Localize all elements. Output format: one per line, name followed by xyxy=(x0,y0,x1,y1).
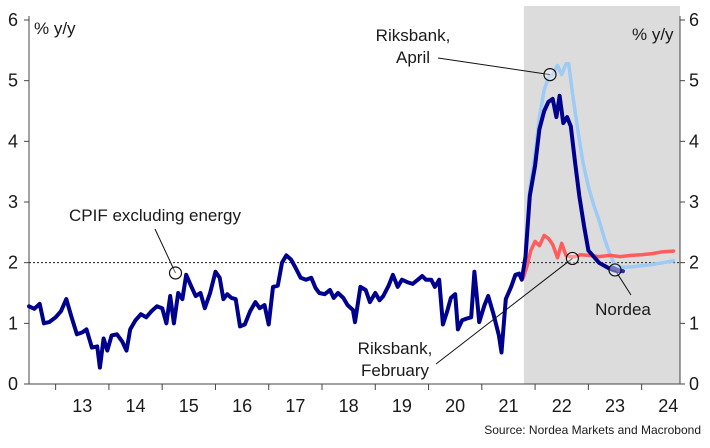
annotation-marker-cpif xyxy=(168,266,183,280)
y-axis-left: 0 1 2 3 4 5 6 xyxy=(8,10,30,394)
y-tick-label-right: 2 xyxy=(689,253,699,273)
y-tick-label-right: 3 xyxy=(689,192,699,212)
annotations: CPIF excluding energy Riksbank, April Riksb… xyxy=(69,26,651,380)
series-line-cpif xyxy=(27,93,623,370)
x-tick-label: 18 xyxy=(339,396,359,416)
y-tick-label-left: 6 xyxy=(8,10,18,30)
annotation-leader-february xyxy=(435,258,573,365)
y-tick-label-right: 1 xyxy=(689,313,699,333)
annotation-label-february: Riksbank, xyxy=(358,339,433,358)
x-tick-label: 15 xyxy=(179,396,199,416)
y-tick-label-right: 0 xyxy=(689,374,699,394)
x-tick-label: 16 xyxy=(232,396,252,416)
x-tick-label: 20 xyxy=(445,396,465,416)
annotation-marker-april xyxy=(543,67,557,82)
y-axis-right: 0 1 2 3 4 5 6 xyxy=(679,10,699,394)
x-tick-label: 14 xyxy=(126,396,146,416)
annotation-leader-nordea xyxy=(614,269,632,296)
annotation-label-april: Riksbank, xyxy=(376,26,451,45)
y-tick-label-left: 3 xyxy=(8,192,18,212)
y-axis-label-right: % y/y xyxy=(632,25,674,44)
annotation-leader-cpif xyxy=(154,228,176,274)
series-group xyxy=(27,61,676,370)
x-tick-label: 23 xyxy=(605,396,625,416)
x-tick-label: 13 xyxy=(72,396,92,416)
annotation-marker-february xyxy=(565,251,579,266)
y-tick-label-left: 4 xyxy=(8,131,18,151)
x-tick-label: 17 xyxy=(285,396,305,416)
forecast-shaded-region xyxy=(523,6,680,384)
y-tick-label-right: 4 xyxy=(689,131,699,151)
y-tick-label-left: 5 xyxy=(8,71,18,91)
annotation-label-april: April xyxy=(396,48,430,67)
series-line-riksbank-february xyxy=(521,233,676,280)
annotation-marker-nordea xyxy=(608,263,622,277)
y-tick-label-left: 1 xyxy=(8,313,18,333)
x-tick-label: 21 xyxy=(498,396,518,416)
series-line-riksbank-april xyxy=(523,61,676,270)
annotation-leader-april xyxy=(437,57,551,76)
source-note: Source: Nordea Markets and Macrobond xyxy=(484,423,701,437)
x-tick-label: 22 xyxy=(552,396,572,416)
y-tick-label-right: 6 xyxy=(689,10,699,30)
x-tick-label: 24 xyxy=(658,396,678,416)
y-tick-label-right: 5 xyxy=(689,71,699,91)
annotation-label-february: February xyxy=(361,361,430,380)
annotation-label-nordea: Nordea xyxy=(595,300,651,319)
annotation-label-cpif: CPIF excluding energy xyxy=(69,206,241,225)
y-tick-label-left: 2 xyxy=(8,253,18,273)
x-axis: 13 14 15 16 17 18 19 20 21 22 23 24 xyxy=(55,384,678,416)
x-tick-label: 19 xyxy=(392,396,412,416)
y-tick-label-left: 0 xyxy=(8,374,18,394)
y-axis-label-left: % y/y xyxy=(34,19,76,38)
